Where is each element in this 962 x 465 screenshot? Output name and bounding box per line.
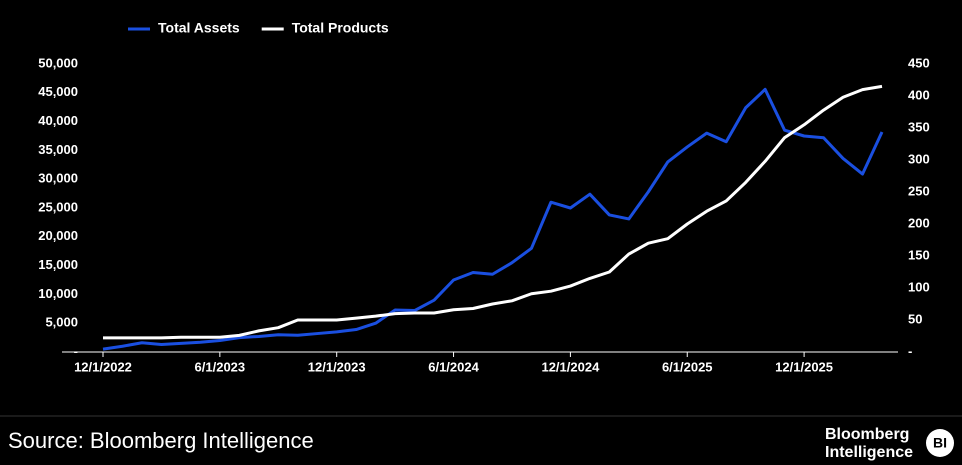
y-tick-label: 35,000	[38, 142, 78, 157]
x-tick-label: 6/1/2023	[195, 359, 246, 374]
logo-text: Intelligence	[825, 444, 913, 461]
series-line	[103, 84, 883, 340]
y2-tick-label: 50	[908, 311, 922, 326]
y2-tick-label: 150	[908, 247, 930, 262]
y2-tick-label: 200	[908, 215, 930, 230]
y2-tick-label: -	[908, 343, 912, 358]
y2-tick-label: 100	[908, 279, 930, 294]
x-tick-label: 12/1/2024	[541, 359, 600, 374]
x-tick-label: 6/1/2025	[662, 359, 713, 374]
y-tick-label: 25,000	[38, 199, 78, 214]
source: Source: Bloomberg Intelligence	[8, 428, 314, 453]
y-tick-label: 10,000	[38, 286, 78, 301]
y2-tick-label: 450	[908, 55, 930, 70]
y2-tick-label: 250	[908, 183, 930, 198]
x-tick-label: 12/1/2025	[775, 359, 833, 374]
y-tick-label: -	[74, 343, 78, 358]
logo-text: Bloomberg	[825, 426, 909, 443]
x-tick-label: 6/1/2024	[428, 359, 479, 374]
y-tick-label: 20,000	[38, 228, 78, 243]
x-tick-label: 12/1/2023	[308, 359, 366, 374]
legend-label: Total Products	[292, 20, 389, 36]
y-tick-label: 50,000	[38, 55, 78, 70]
y2-tick-label: 300	[908, 151, 930, 166]
y-tick-label: 45,000	[38, 84, 78, 99]
y-tick-label: 30,000	[38, 171, 78, 186]
y-tick-label: 15,000	[38, 257, 78, 272]
legend-label: Total Assets	[158, 20, 240, 36]
logo-badge-text: BI	[933, 435, 947, 451]
logo-badge	[926, 429, 954, 457]
y-tick-label: 5,000	[45, 315, 78, 330]
y-tick-label: 40,000	[38, 113, 78, 128]
y2-tick-label: 350	[908, 119, 930, 134]
x-tick-label: 12/1/2022	[74, 359, 132, 374]
y2-tick-label: 400	[908, 87, 930, 102]
series-line	[102, 87, 884, 351]
